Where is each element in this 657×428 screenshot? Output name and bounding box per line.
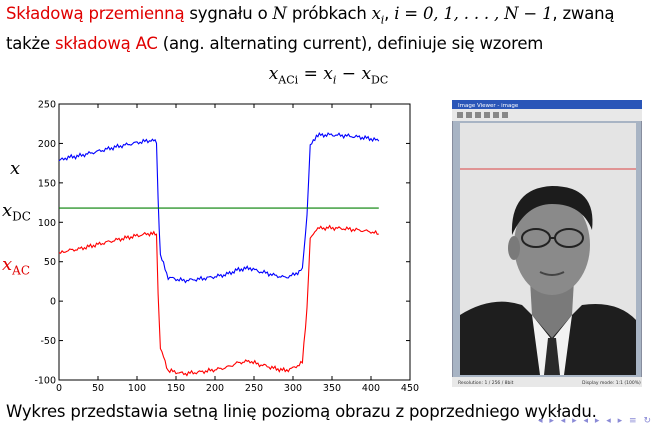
intro-text: sygnału o — [184, 4, 273, 23]
intro-text: , — [384, 4, 395, 23]
caption: Wykres przedstawia setną linię poziomą o… — [6, 402, 597, 421]
y-tick-label: 0 — [50, 297, 56, 308]
x-tick-label: 450 — [401, 383, 419, 394]
label-xac: xAC — [2, 254, 31, 278]
x-tick-label: 50 — [92, 383, 104, 394]
y-tick-label: 200 — [38, 139, 56, 150]
label-x: x — [10, 158, 21, 179]
intro-text: (ang. alternating current), definiuje si… — [157, 34, 544, 54]
y-tick-label: 50 — [44, 257, 56, 268]
window-title: Image Viewer - image — [458, 103, 519, 109]
status-left: Resolution: 1 / 256 / 8bit — [458, 380, 514, 386]
term-ac-component: Składową przemienną — [6, 4, 185, 23]
x-tick-label: 400 — [362, 383, 380, 394]
line-chart: 0 50 100 150 200 250 300 350 400 450 -100 -50 0 50 100… — [34, 100, 419, 395]
intro-paragraph: Składową przemienną sygnału o N próbkach… — [6, 2, 656, 56]
intro-text: także — [6, 34, 55, 54]
x-tick-label: 0 — [56, 383, 62, 394]
portrait-photo: Image Viewer - image Resolution: 1 / 256… — [452, 100, 642, 387]
x-tick-label: 250 — [245, 383, 263, 394]
y-tick-label: -100 — [34, 376, 56, 387]
intro-text: , zwaną — [552, 4, 615, 23]
index-range: i = 0, 1, . . . , N − 1 — [394, 4, 553, 23]
y-tick-label: 250 — [38, 100, 56, 111]
y-tick-label: 150 — [38, 178, 56, 189]
label-xdc: xDC — [2, 200, 31, 224]
term-ac: składową AC — [55, 34, 158, 54]
intro-text: próbkach — [286, 4, 372, 23]
y-tick-label: 100 — [38, 218, 56, 229]
x-tick-label: 300 — [284, 383, 302, 394]
y-tick-label: -50 — [40, 336, 56, 347]
status-right: Display mode: 1:1 (100%) — [582, 380, 641, 386]
series-line-x — [58, 132, 380, 284]
x-tick-label: 100 — [128, 383, 146, 394]
beamer-navigation[interactable]: ◂ ▸ ◂ ▸ ◂ ▸ ◂ ▸ ≡ ↻ — [538, 416, 653, 426]
series-line-x-ac — [58, 224, 379, 377]
formula: xACi = xi − xDC — [268, 64, 389, 87]
x-tick-label: 150 — [167, 383, 185, 394]
var-xi: xi — [371, 4, 385, 27]
var-n: N — [272, 4, 287, 23]
plot-area — [58, 103, 411, 381]
x-tick-label: 200 — [206, 383, 224, 394]
x-tick-label: 350 — [323, 383, 341, 394]
